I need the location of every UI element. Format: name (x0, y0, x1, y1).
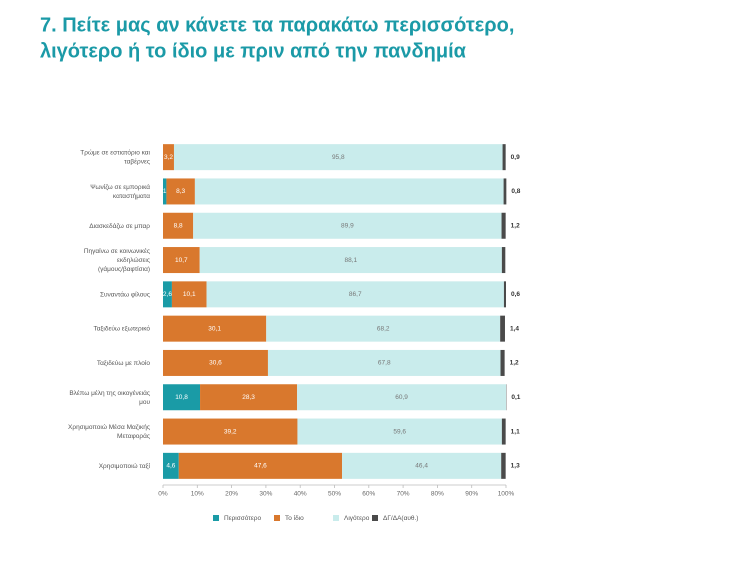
bar-segment (501, 212, 506, 239)
legend-label: Περισσότερο (224, 514, 261, 522)
bar-segment (193, 212, 502, 239)
x-tick-label: 70% (397, 491, 410, 498)
bar-segment (163, 247, 200, 274)
bar-segment (500, 349, 505, 376)
data-label: 0,8 (511, 188, 520, 195)
category-label: Ταξιδεύω εξωτερικό (93, 324, 150, 332)
bar-segment (199, 247, 502, 274)
x-tick-label: 40% (294, 491, 307, 498)
bar-segment (501, 247, 506, 274)
data-label: 1,2 (511, 222, 520, 229)
data-label: 30,6 (209, 360, 222, 367)
bar-segment (501, 418, 506, 445)
data-label: 2,6 (163, 291, 172, 298)
data-label: 30,1 (208, 325, 221, 332)
bar-segment (166, 178, 195, 205)
x-tick-label: 90% (465, 491, 478, 498)
data-label: 1,2 (510, 360, 519, 367)
data-label: 47,6 (254, 463, 267, 470)
legend-swatch (333, 515, 339, 521)
category-label: Πηγαίνω σε κοινωνικές εκδηλώσεις (γάμους/β… (84, 247, 150, 273)
bar-segment (178, 452, 343, 479)
data-label: 10,7 (175, 257, 188, 264)
bar-segment (206, 281, 504, 308)
data-label: 4,6 (166, 463, 175, 470)
x-tick-label: 50% (328, 491, 341, 498)
data-label: 1 (163, 188, 167, 195)
chart-title: 7. Πείτε μας αν κάνετε τα παρακάτω περισ… (40, 14, 514, 36)
bar-segment (171, 281, 207, 308)
x-tick-label: 0% (158, 491, 168, 498)
bar-segment (163, 315, 267, 342)
bar-segment (342, 452, 502, 479)
bar-segment (501, 452, 506, 479)
bar-segment (163, 212, 194, 239)
bar-segment (502, 144, 506, 171)
category-label: Ταξιδεύω με πλοίο (97, 359, 150, 367)
data-label: 10,8 (175, 394, 188, 401)
data-label: 28,3 (242, 394, 255, 401)
bar-segment (194, 178, 504, 205)
category-label: Συναντάω φίλους (100, 290, 150, 298)
category-label: Βλέπω μέλη της οικογένειάς μου (69, 388, 150, 405)
data-label: 0,1 (511, 394, 520, 401)
data-label: 88,1 (344, 257, 357, 264)
legend-swatch (213, 515, 219, 521)
bar-segment (266, 315, 501, 342)
chart-title: λιγότερο ή το ίδιο με πριν από την πανδη… (40, 40, 467, 62)
category-label: Διασκεδάζω σε μπαρ (89, 221, 150, 229)
data-label: 59,6 (393, 428, 406, 435)
data-label: 95,8 (332, 154, 345, 161)
bar-segment (163, 349, 268, 376)
legend-swatch (274, 515, 280, 521)
bar-segment (297, 384, 506, 411)
bar-segment (163, 178, 167, 205)
data-label: 1,1 (511, 428, 520, 435)
bar-segment (163, 384, 201, 411)
data-label: 39,2 (224, 428, 237, 435)
data-label: 86,7 (349, 291, 362, 298)
legend-label: ΔΓ/ΔΑ(αυθ.) (383, 515, 418, 522)
legend-label: Το ίδιο (285, 514, 304, 522)
category-label: Ψωνίζω σε εμπορικά καταστήματα (90, 183, 150, 200)
x-tick-label: 100% (498, 491, 515, 498)
bar-segment (173, 144, 503, 171)
bar-segment (297, 418, 502, 445)
x-tick-label: 20% (225, 491, 238, 498)
bar-segment (200, 384, 298, 411)
data-label: 0,6 (511, 291, 520, 298)
x-tick-label: 10% (191, 491, 204, 498)
data-label: 67,8 (378, 360, 391, 367)
bar-segment (503, 281, 506, 308)
data-label: 3,2 (164, 154, 173, 161)
data-label: 10,1 (183, 291, 196, 298)
data-label: 1,3 (511, 463, 520, 470)
data-label: 68,2 (377, 325, 390, 332)
x-tick-label: 30% (259, 491, 272, 498)
data-label: 60,9 (395, 394, 408, 401)
data-label: 0,9 (511, 154, 520, 161)
bar-segment (163, 418, 298, 445)
data-label: 8,8 (174, 222, 183, 229)
data-label: 1,4 (510, 325, 519, 332)
bar-segment (163, 281, 172, 308)
bar-segment (163, 452, 179, 479)
data-label: 89,9 (341, 222, 354, 229)
bar-segment (163, 144, 174, 171)
x-tick-label: 80% (431, 491, 444, 498)
data-label: 46,4 (415, 463, 428, 470)
category-label: Τρώμε σε εστιατόριο και ταβέρνες (80, 148, 150, 165)
data-label: 8,3 (176, 188, 185, 195)
category-label: Χρησιμοποιώ Μέσα Μαζικής Μεταφοράς (68, 423, 150, 440)
legend-label: Λιγότερο (344, 514, 370, 522)
bar-segment (267, 349, 501, 376)
legend-swatch (372, 515, 378, 521)
category-label: Χρησιμοποιώ ταξί (99, 462, 151, 470)
bar-segment (500, 315, 505, 342)
x-tick-label: 60% (362, 491, 375, 498)
bar-segment (503, 178, 507, 205)
